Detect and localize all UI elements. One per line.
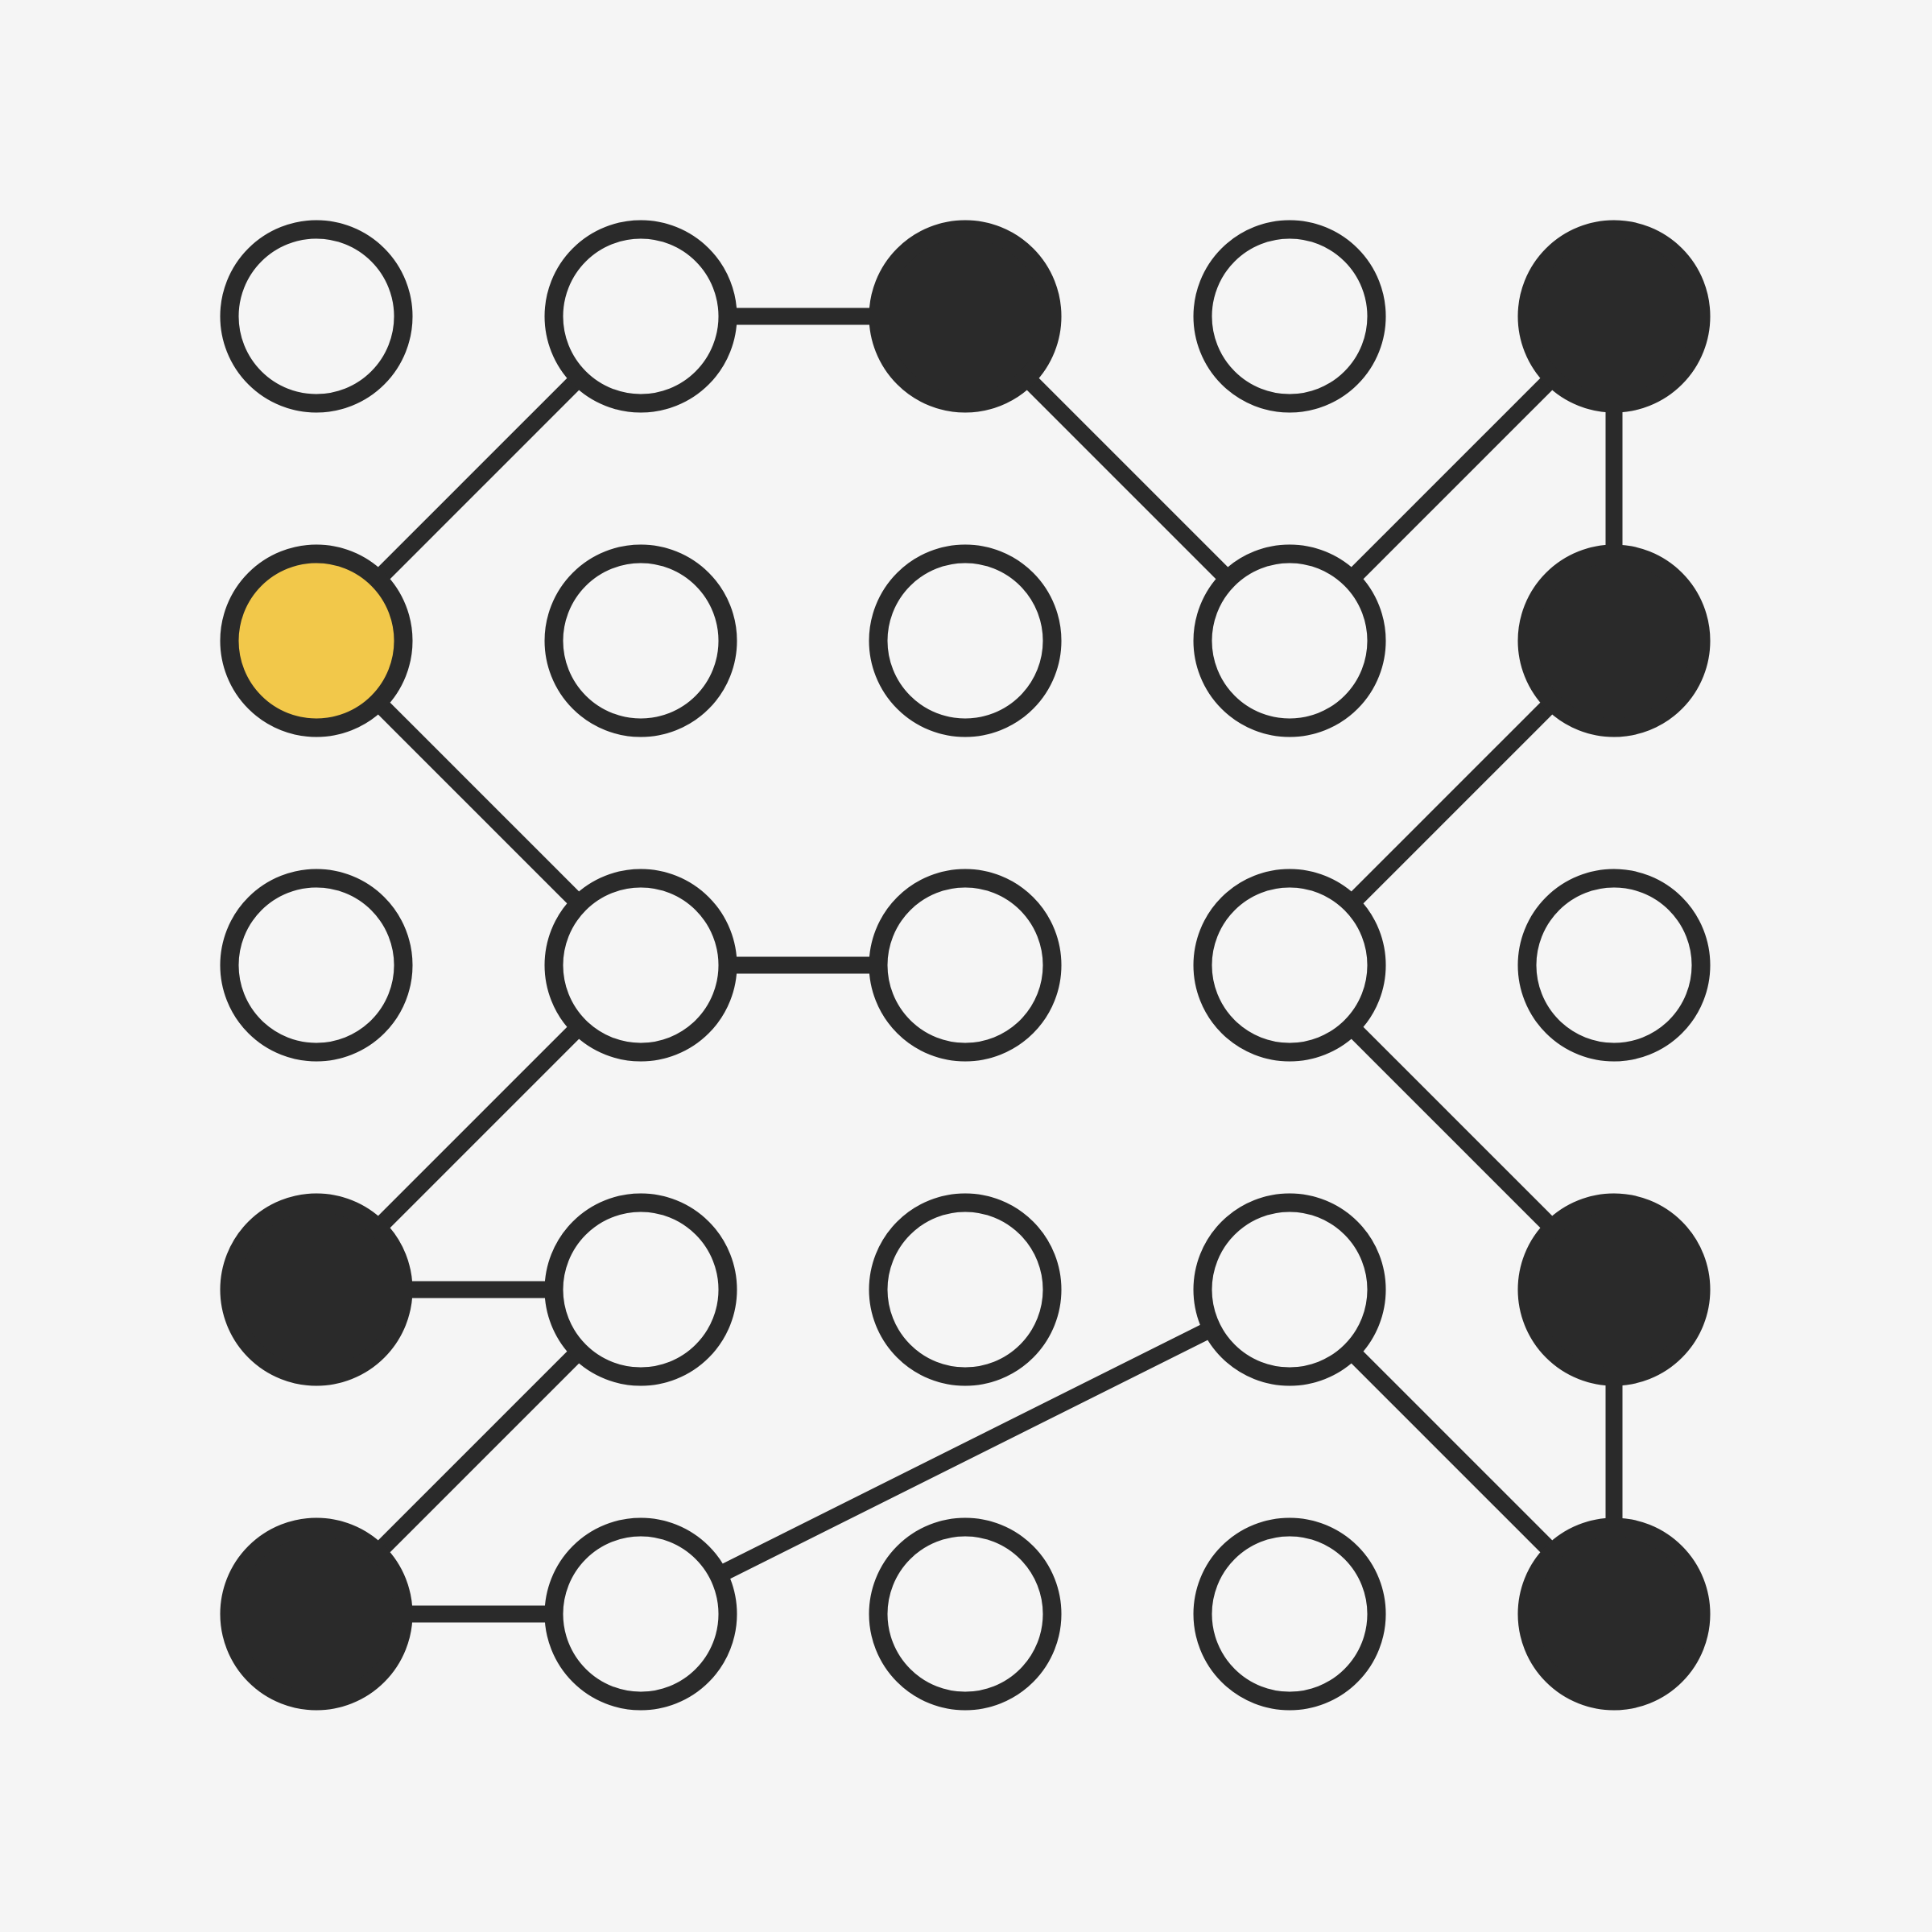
peg-empty-r4-c2[interactable] <box>544 1193 737 1386</box>
peg-empty-r2-c3[interactable] <box>869 544 1062 737</box>
peg-empty-r5-c4[interactable] <box>1193 1517 1386 1711</box>
peg-filled-r5-c5[interactable] <box>1517 1517 1711 1711</box>
peg-filled-r1-c5[interactable] <box>1517 220 1711 413</box>
peg-empty-r3-c3[interactable] <box>869 869 1062 1062</box>
peg-empty-r3-c1[interactable] <box>220 869 413 1062</box>
peg-empty-r1-c4[interactable] <box>1193 220 1386 413</box>
peg-empty-r3-c2[interactable] <box>544 869 737 1062</box>
peg-empty-r4-c4[interactable] <box>1193 1193 1386 1386</box>
connection-line-8 <box>629 1278 1302 1626</box>
peg-empty-r5-c2[interactable] <box>544 1517 737 1711</box>
peg-filled-r4-c1[interactable] <box>220 1193 413 1386</box>
peg-empty-r1-c1[interactable] <box>220 220 413 413</box>
peg-filled-r4-c5[interactable] <box>1517 1193 1711 1386</box>
peg-empty-r1-c2[interactable] <box>544 220 737 413</box>
peg-highlight-r2-c1[interactable] <box>220 544 413 737</box>
peg-filled-r5-c1[interactable] <box>220 1517 413 1711</box>
peg-filled-r2-c5[interactable] <box>1517 544 1711 737</box>
peg-empty-r2-c4[interactable] <box>1193 544 1386 737</box>
peg-grid <box>220 220 1711 1711</box>
peg-empty-r5-c3[interactable] <box>869 1517 1062 1711</box>
peg-empty-r2-c2[interactable] <box>544 544 737 737</box>
peg-empty-r4-c3[interactable] <box>869 1193 1062 1386</box>
peg-empty-r3-c5[interactable] <box>1517 869 1711 1062</box>
peg-filled-r1-c3[interactable] <box>869 220 1062 413</box>
peg-empty-r3-c4[interactable] <box>1193 869 1386 1062</box>
